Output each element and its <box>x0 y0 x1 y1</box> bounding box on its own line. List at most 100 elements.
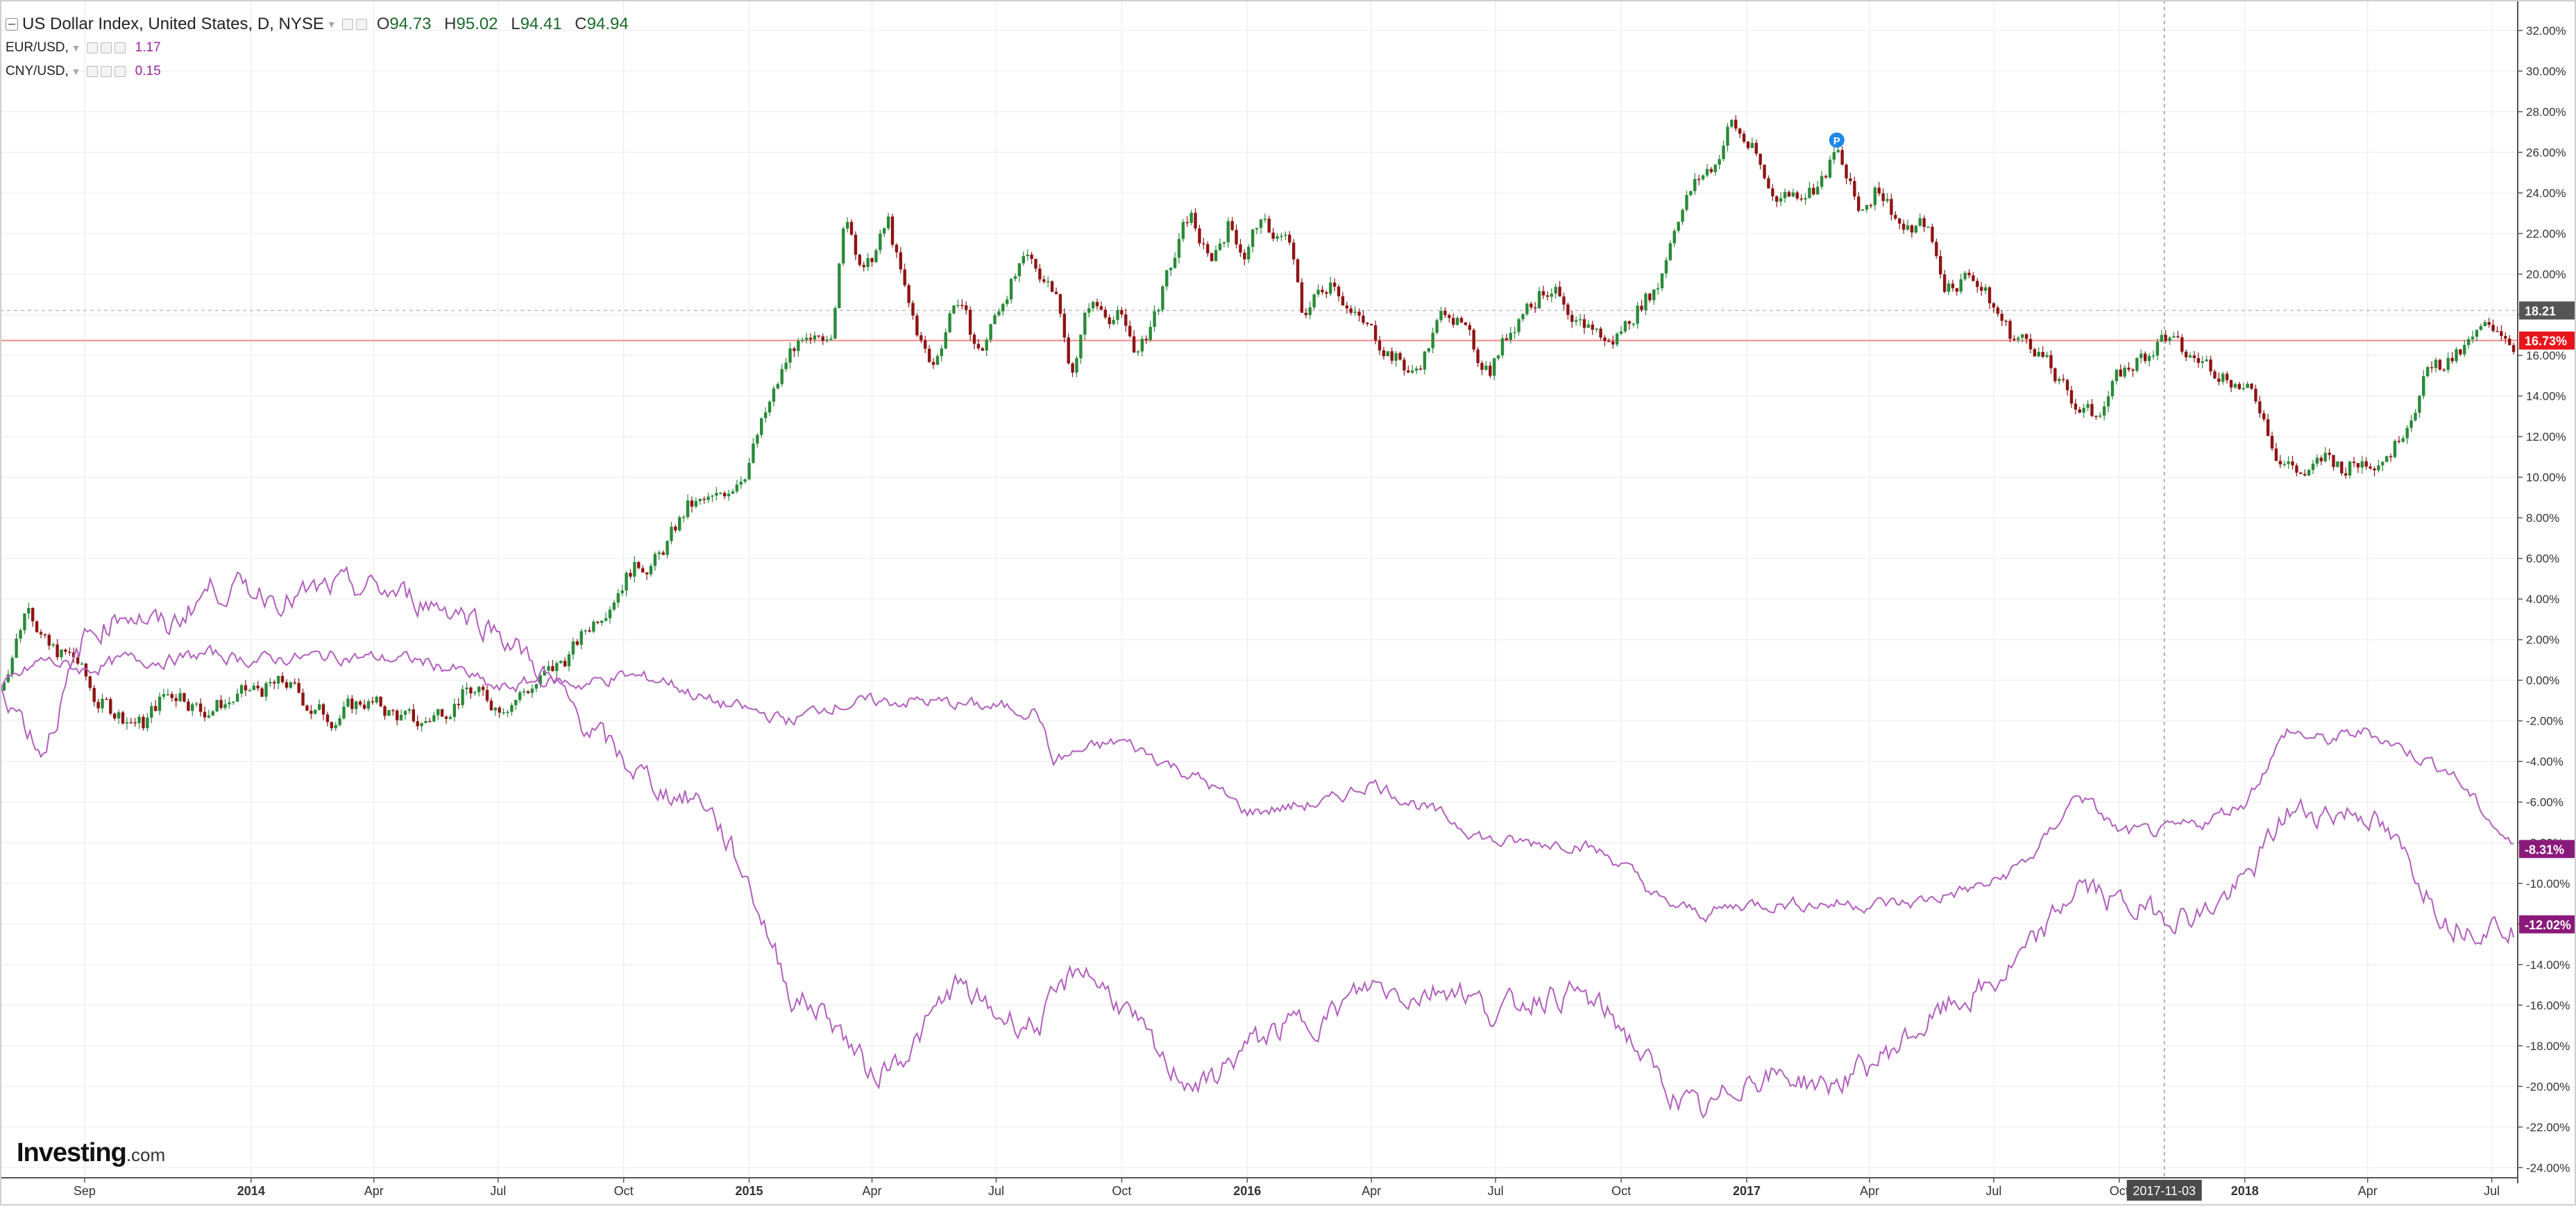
candle-body <box>498 707 501 713</box>
compare-legend-eur[interactable]: EUR/USD, ▼ 1.17 <box>6 36 637 60</box>
y-tick-label: 8.00% <box>2526 512 2559 525</box>
candle-body <box>1001 303 1005 312</box>
candle-body <box>1235 230 1238 245</box>
candle-body <box>756 434 759 444</box>
compare-symbol-cny[interactable]: CNY/USD, <box>6 64 69 78</box>
candle-body <box>71 652 76 658</box>
hide-series-icon[interactable] <box>86 66 98 77</box>
y-tick-label: -10.00% <box>2526 877 2570 890</box>
chevron-down-icon[interactable]: ▼ <box>326 19 337 30</box>
candle-body <box>2282 464 2286 466</box>
candle-body <box>956 305 960 306</box>
candle-body <box>2438 360 2442 370</box>
compare-symbol-eur[interactable]: EUR/USD, <box>6 40 69 55</box>
close-icon[interactable] <box>114 42 126 53</box>
candle-body <box>551 666 554 671</box>
candle-body <box>452 704 457 718</box>
main-series-title[interactable]: US Dollar Index, United States, D, NYSE <box>22 15 324 33</box>
open-value: 94.73 <box>389 15 432 33</box>
candle-body <box>338 718 341 725</box>
candle-body <box>883 228 886 234</box>
event-marker-icon[interactable] <box>1829 132 1845 148</box>
candle-body <box>1247 246 1251 260</box>
candle-body <box>203 711 207 718</box>
candle-body <box>2094 416 2098 417</box>
candle-body <box>2135 357 2139 371</box>
main-series-legend[interactable]: US Dollar Index, United States, D, NYSE … <box>6 12 637 36</box>
candle-body <box>2143 353 2147 362</box>
candle-body <box>2487 322 2491 326</box>
collapse-legend-button[interactable] <box>6 18 18 31</box>
y-tick-label: 10.00% <box>2526 471 2566 484</box>
candle-body <box>1218 243 1222 251</box>
candle-body <box>2037 352 2040 357</box>
investing-logo[interactable]: Investing.com <box>17 1138 165 1168</box>
y-tick-label: -18.00% <box>2526 1040 2570 1053</box>
candle-body <box>1362 315 1365 323</box>
candle-body <box>2233 384 2237 388</box>
compare-legend-cny[interactable]: CNY/USD, ▼ 0.15 <box>6 60 637 83</box>
candle-body <box>68 652 71 653</box>
candle-body <box>1030 254 1033 260</box>
candle-body <box>1099 306 1103 310</box>
candle-body <box>2508 338 2511 346</box>
candle-body <box>1533 307 1537 309</box>
candle-body <box>1370 323 1373 326</box>
candle-body <box>1767 178 1770 189</box>
chevron-down-icon[interactable]: ▼ <box>71 42 81 53</box>
candle-body <box>1108 317 1111 325</box>
candle-body <box>976 344 981 348</box>
settings-icon[interactable] <box>355 19 367 30</box>
chevron-down-icon[interactable]: ▼ <box>71 66 81 77</box>
candle-body <box>2369 466 2372 469</box>
candle-body <box>2459 349 2462 355</box>
candle-body <box>1832 152 1836 160</box>
candle-body <box>293 682 296 684</box>
candle-body <box>772 388 776 402</box>
candle-body <box>211 711 214 716</box>
candle-body <box>1075 358 1078 373</box>
candle-body <box>493 707 498 711</box>
settings-icon[interactable] <box>100 42 112 53</box>
candle-body <box>711 496 714 497</box>
candle-body <box>1103 310 1107 318</box>
candle-body <box>1750 143 1754 149</box>
candle-body <box>817 335 821 337</box>
hide-series-icon[interactable] <box>86 42 98 53</box>
candle-body <box>1284 235 1287 236</box>
candle-body <box>1214 250 1218 262</box>
candle-body <box>1615 333 1619 345</box>
candle-body <box>1407 370 1410 373</box>
candle-body <box>760 418 763 435</box>
candle-body <box>539 675 542 684</box>
candle-body <box>1321 289 1324 293</box>
candle-body <box>1955 288 1959 292</box>
ohlc-values: O94.73 H95.02 L94.41 C94.94 <box>377 15 637 34</box>
y-tick-label: 4.00% <box>2526 593 2559 606</box>
candle-body <box>1513 332 1516 333</box>
candle-body <box>1611 341 1615 345</box>
close-label: C <box>575 15 587 33</box>
candle-body <box>1349 308 1353 313</box>
candle-body <box>346 698 350 707</box>
candle-body <box>1574 320 1578 322</box>
candle-body <box>1439 310 1443 321</box>
y-tick-label: 2.00% <box>2526 634 2559 647</box>
candle-body <box>940 348 944 357</box>
x-tick-label: Sep <box>74 1184 96 1198</box>
compare-value-cny: 0.15 <box>135 64 161 78</box>
candle-body <box>2430 366 2434 369</box>
logo-suffix: .com <box>126 1144 166 1165</box>
candle-body <box>1222 242 1226 244</box>
candle-body <box>1636 305 1639 324</box>
candle-body <box>633 561 636 577</box>
candle-body <box>1570 314 1574 322</box>
settings-icon[interactable] <box>100 66 112 77</box>
candle-body <box>1541 291 1545 296</box>
candle-body <box>981 348 985 351</box>
candle-body <box>1157 310 1160 312</box>
close-icon[interactable] <box>114 66 126 77</box>
hide-series-icon[interactable] <box>341 19 353 30</box>
